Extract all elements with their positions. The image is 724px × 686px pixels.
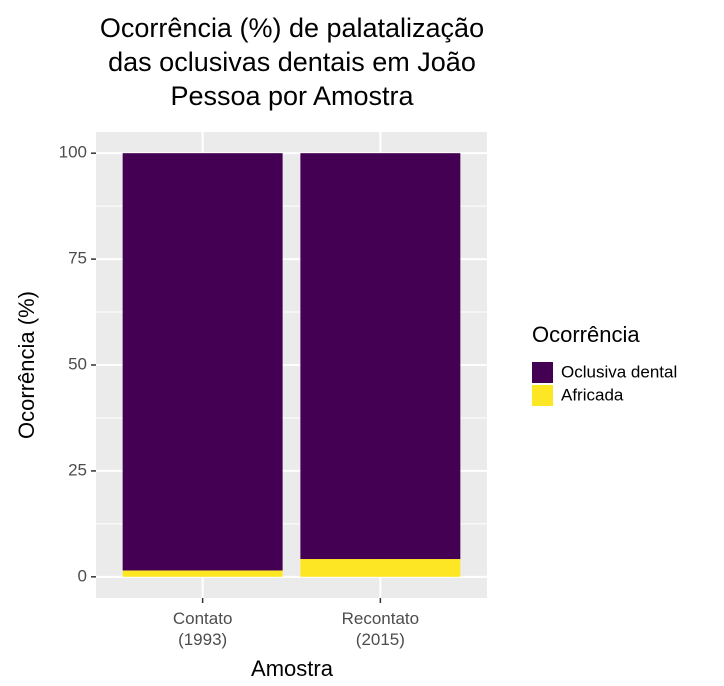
y-tick-label: 100 [59,143,87,162]
x-tick-label: Contato (1993) [173,609,233,649]
y-tick-label: 50 [68,354,87,373]
bar-segment [122,153,283,571]
legend-label: Africada [561,385,624,404]
bar-segment [122,570,283,577]
y-axis-label: Ocorrência (%) [14,291,39,439]
legend-key [532,385,553,406]
legend-key [532,362,553,383]
x-tick-label: Recontato (2015) [342,609,420,649]
y-tick-label: 0 [78,566,87,585]
legend-label: Oclusiva dental [561,362,677,381]
bar-segment [300,153,461,560]
x-axis-label: Amostra [251,656,334,681]
y-tick-label: 75 [68,249,87,268]
legend-title: Ocorrência [532,322,640,347]
bar-segment [300,559,461,577]
chart-title: Ocorrência (%) de palatalização das oclus… [100,13,484,111]
y-tick-label: 25 [68,460,87,479]
